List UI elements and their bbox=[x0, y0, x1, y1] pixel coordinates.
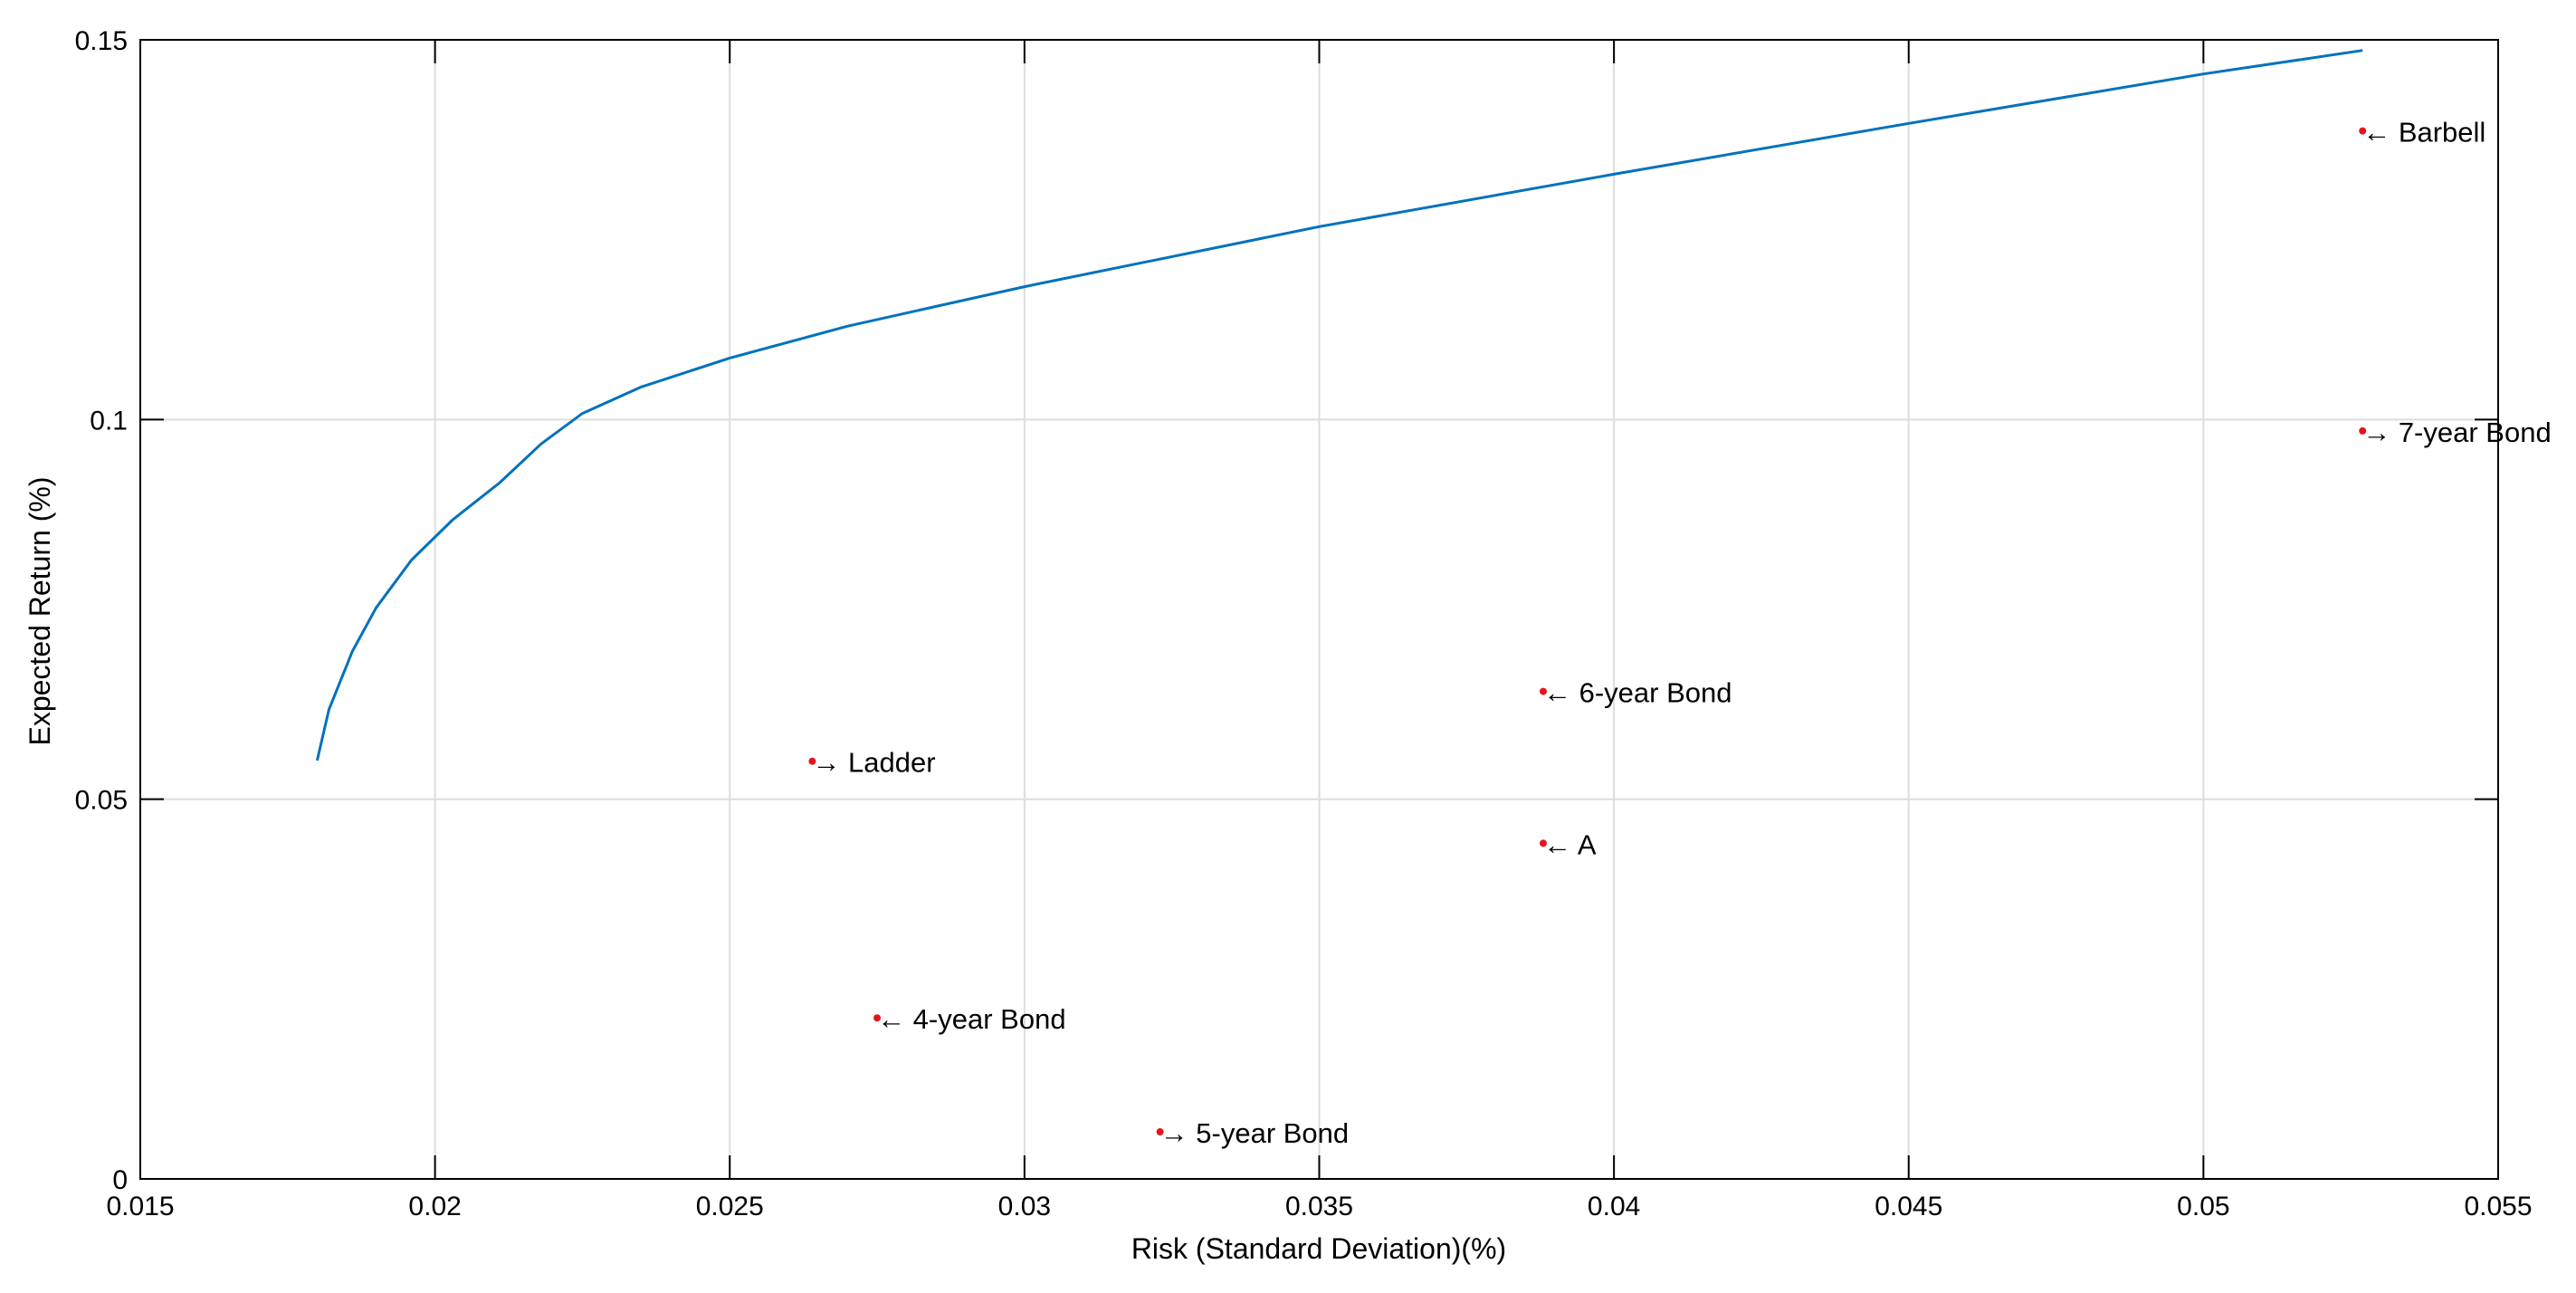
x-tick-label: 0.03 bbox=[998, 1192, 1051, 1221]
series-layer bbox=[315, 49, 2363, 761]
annotation-label: 6-year Bond bbox=[1571, 677, 1732, 709]
x-tick-label: 0.05 bbox=[2177, 1192, 2229, 1221]
x-axis-label: Risk (Standard Deviation)(%) bbox=[1131, 1232, 1506, 1265]
portfolio-point bbox=[1539, 687, 1547, 695]
annotation-label: Ladder bbox=[840, 747, 935, 779]
x-tick-label: 0.045 bbox=[1875, 1192, 1942, 1221]
x-tick-label: 0.015 bbox=[106, 1192, 174, 1221]
portfolio-point bbox=[1539, 839, 1547, 848]
annotation-label: A bbox=[1571, 828, 1597, 860]
point-annotation: ← A bbox=[1543, 828, 1597, 860]
y-tick-label: 0.05 bbox=[75, 786, 128, 816]
annotation-arrow: → bbox=[2362, 417, 2390, 448]
point-annotation: → 5-year Bond bbox=[1160, 1117, 1350, 1149]
x-tick-label: 0.055 bbox=[2464, 1192, 2532, 1221]
point-annotation: ← 4-year Bond bbox=[877, 1003, 1066, 1035]
x-tick-label: 0.04 bbox=[1588, 1192, 1640, 1221]
y-axis-label: Expected Return (%) bbox=[24, 476, 56, 745]
x-tick-label: 0.02 bbox=[408, 1192, 461, 1221]
annotation-arrow: ← bbox=[1543, 677, 1571, 709]
point-annotation: → Ladder bbox=[812, 747, 935, 779]
annotation-arrow: ← bbox=[877, 1003, 905, 1035]
annotation-label: 7-year Bond bbox=[2390, 417, 2552, 448]
y-tick-label: 0.15 bbox=[75, 26, 128, 56]
annotation-label: 4-year Bond bbox=[905, 1003, 1066, 1035]
point-annotation: ← 6-year Bond bbox=[1543, 677, 1732, 709]
ticks-layer: 0.015 0.02 0.025 0.03 0.035 0.04 0.045 0.05 0.05… bbox=[75, 26, 2533, 1221]
annotation-label: Barbell bbox=[2390, 117, 2485, 148]
efficient-frontier-line bbox=[315, 49, 2363, 761]
points-layer: ← Barbell → 7-year Bond ← 6-year Bond → Lad… bbox=[808, 117, 2552, 1149]
grid-layer bbox=[140, 40, 2498, 1179]
annotation-arrow: ← bbox=[2362, 117, 2390, 148]
point-annotation: → 7-year Bond bbox=[2362, 417, 2552, 448]
y-tick-label: 0.1 bbox=[90, 406, 128, 436]
annotation-arrow: ← bbox=[1543, 828, 1571, 860]
portfolio-point bbox=[808, 757, 816, 765]
portfolio-point bbox=[2359, 426, 2367, 435]
x-tick-label: 0.025 bbox=[696, 1192, 764, 1221]
annotation-label: 5-year Bond bbox=[1188, 1117, 1350, 1149]
portfolio-point bbox=[1156, 1128, 1164, 1136]
portfolio-point bbox=[873, 1014, 882, 1022]
y-tick-label: 0 bbox=[112, 1165, 128, 1195]
x-tick-label: 0.035 bbox=[1285, 1192, 1353, 1221]
annotation-arrow: → bbox=[812, 747, 840, 779]
portfolio-point bbox=[2359, 127, 2367, 135]
annotation-arrow: → bbox=[1160, 1117, 1188, 1149]
point-annotation: ← Barbell bbox=[2362, 117, 2485, 148]
